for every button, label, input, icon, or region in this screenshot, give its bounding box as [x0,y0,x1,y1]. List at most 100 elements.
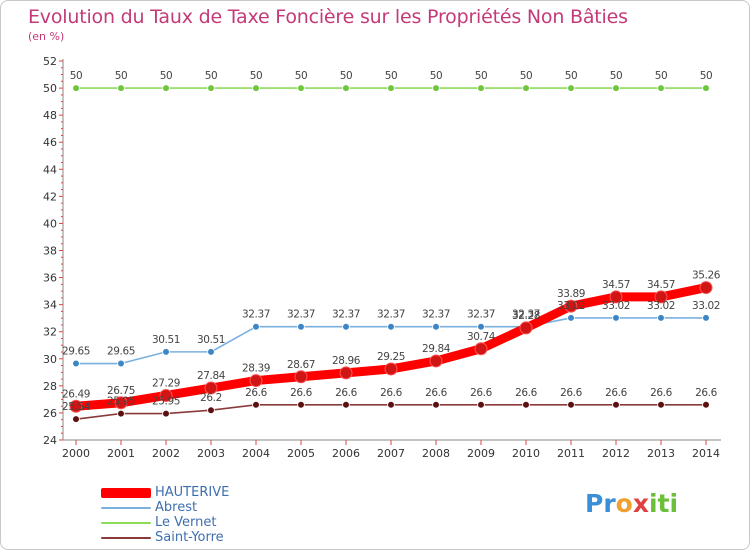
chart-title: Evolution du Taux de Taxe Foncière sur l… [28,6,628,28]
y-tick-label: 38 [43,245,57,258]
data-label: 26.2 [200,392,222,404]
data-point [339,366,353,380]
data-label: 25.95 [107,396,135,408]
y-tick-label: 44 [43,163,57,176]
data-point [162,84,170,92]
y-tick-label: 50 [43,82,57,95]
data-point [432,401,440,409]
data-point [249,374,263,388]
data-label: 26.6 [695,387,717,399]
data-point [342,401,350,409]
data-label: 33.89 [557,288,585,300]
data-label: 50 [565,70,578,82]
data-label: 50 [160,70,173,82]
legend-swatch-hauterive [101,487,151,498]
x-tick-label: 2005 [287,447,315,460]
data-point [297,401,305,409]
data-label: 26.75 [107,385,135,397]
proxiti-logo: Proxiti [585,489,678,518]
data-label: 33.02 [557,300,585,312]
data-label: 50 [340,70,353,82]
x-tick-label: 2012 [602,447,630,460]
y-tick-label: 48 [43,109,57,122]
data-point [477,401,485,409]
data-label: 50 [70,70,83,82]
data-label: 25.54 [62,401,91,413]
data-label: 26.6 [245,387,267,399]
legend-swatch-abrest [101,506,151,509]
y-tick-label: 28 [43,380,57,393]
data-label: 30.74 [467,331,496,343]
data-label: 50 [655,70,668,82]
x-tick-label: 2003 [197,447,225,460]
y-tick-label: 26 [43,407,57,420]
data-label: 32.37 [242,309,270,321]
x-tick-label: 2011 [557,447,585,460]
data-point [657,314,665,322]
data-label: 50 [385,70,398,82]
data-point [207,406,215,415]
data-point [72,84,80,92]
data-point [522,401,530,409]
data-label: 50 [115,70,128,82]
legend-item-hauterive[interactable]: HAUTERIVE [101,485,229,500]
data-point [252,401,260,409]
data-label: 25.95 [152,396,180,408]
y-tick-label: 52 [43,55,57,68]
y-axis-unit-label: (en %) [28,30,65,43]
data-point [69,399,83,413]
data-label: 26.6 [335,387,357,399]
data-label: 33.02 [692,300,720,312]
data-label: 32.37 [422,309,450,321]
data-point [702,314,710,322]
x-tick-label: 2010 [512,447,540,460]
data-label: 50 [610,70,623,82]
data-label: 32.28 [512,310,540,322]
data-label: 28.96 [332,355,361,367]
data-point [657,84,665,92]
x-tick-label: 2004 [242,447,270,460]
data-point [297,322,305,331]
y-tick-label: 34 [43,299,57,312]
logo-part-3: x [632,489,649,518]
data-point [432,84,440,92]
data-point [117,409,125,418]
y-tick-label: 30 [43,353,57,366]
legend-item-saint-yorre[interactable]: Saint-Yorre [101,530,229,545]
data-point [114,396,128,410]
y-tick-label: 42 [43,190,57,203]
data-label: 30.51 [152,334,180,346]
data-point [474,342,488,356]
data-point [429,354,443,368]
data-point [207,348,215,356]
x-tick-label: 2001 [107,447,135,460]
data-point [564,299,578,313]
x-tick-label: 2014 [692,447,720,460]
logo-part-2: o [615,489,633,518]
data-label: 29.65 [62,346,90,358]
x-tick-label: 2006 [332,447,360,460]
data-point [294,370,308,384]
data-label: 50 [205,70,218,82]
y-tick-label: 36 [43,272,57,285]
data-label: 28.39 [242,363,270,375]
data-label: 32.37 [332,309,360,321]
legend-item-abrest[interactable]: Abrest [101,500,229,515]
legend-label-hauterive: HAUTERIVE [155,485,230,500]
legend-item-le-vernet[interactable]: Le Vernet [101,515,229,530]
data-point [477,84,485,92]
data-label: 29.25 [377,351,405,363]
data-label: 29.65 [107,346,135,358]
x-tick-label: 2002 [152,447,180,460]
x-tick-label: 2008 [422,447,450,460]
data-label: 26.6 [425,387,447,399]
data-point [252,322,260,331]
data-point [342,84,350,92]
legend-label-le-vernet: Le Vernet [155,515,217,530]
data-point [702,401,710,409]
data-label: 32.37 [467,309,495,321]
data-label: 32.37 [287,309,315,321]
data-label: 50 [700,70,713,82]
data-point [567,401,575,409]
data-point [297,84,305,92]
